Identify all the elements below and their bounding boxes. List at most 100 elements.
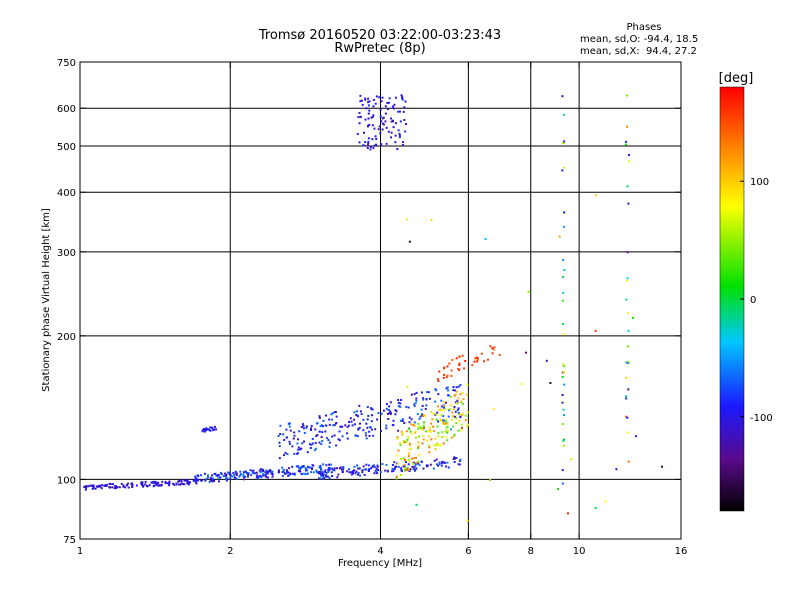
data-point [353,465,356,468]
data-point [281,466,284,469]
data-point [118,486,121,489]
data-point [377,469,380,471]
data-point [459,393,462,396]
data-point [227,471,230,474]
data-point [339,425,342,428]
data-point [217,477,220,480]
data-point [336,476,339,479]
data-point [626,251,629,254]
data-point [394,134,397,137]
data-point [459,458,462,461]
data-point [363,144,366,147]
data-point [286,453,289,456]
data-point [461,354,464,357]
data-point [122,485,125,488]
data-point [168,484,171,487]
data-point [173,483,176,486]
data-point [367,144,369,147]
data-point [175,483,178,486]
data-point [367,101,370,104]
data-point [420,408,423,411]
data-point [450,436,453,439]
data-point [284,451,287,454]
data-point [203,428,206,431]
data-point [410,423,413,426]
data-point [426,464,429,467]
data-point [397,429,400,432]
data-point [428,426,431,429]
data-point [186,479,189,482]
data-point [354,423,356,426]
data-point [372,464,375,467]
data-point [393,461,396,464]
data-point [317,471,320,473]
data-point [374,428,377,431]
data-point [434,413,437,416]
data-point [625,397,628,400]
data-point [418,453,421,456]
data-point [100,487,103,490]
data-point [317,477,320,480]
data-point [388,405,391,408]
data-point [446,374,449,377]
data-point [563,166,566,169]
data-point [322,419,325,422]
data-point [385,142,388,145]
data-point [415,456,417,459]
data-point [414,468,417,471]
data-point [414,431,416,434]
data-point [328,463,331,466]
data-point [298,430,301,433]
data-point [399,402,402,405]
data-point [359,422,361,425]
colorbar-label: [deg] [719,71,754,86]
data-point [401,98,404,101]
data-points [83,94,663,522]
data-point [357,471,360,474]
data-point [604,500,607,503]
data-point [399,444,402,446]
data-point [450,369,453,372]
data-point [284,472,287,475]
data-point [168,481,171,484]
data-point [445,387,448,390]
x-tick-label-8: 8 [528,546,534,557]
data-point [380,100,383,103]
y-tick-label-75: 75 [63,535,76,546]
data-point [337,473,340,476]
data-point [291,465,294,468]
data-point [250,474,253,477]
data-point [278,470,280,473]
data-point [476,356,478,359]
data-point [397,449,400,452]
data-point [372,114,375,117]
data-point [408,416,411,419]
data-point [346,426,349,428]
data-point [330,413,333,416]
data-point [311,464,314,467]
data-point [247,473,250,476]
data-point [371,116,374,118]
data-point [392,126,395,129]
data-point [211,426,214,429]
data-point [397,401,400,404]
data-point [627,329,630,332]
data-point [561,482,564,485]
data-point [394,409,397,412]
data-point [434,388,437,391]
data-point [141,483,143,486]
data-point [561,376,564,378]
y-tick-label-100: 100 [57,475,76,486]
data-point [452,415,454,418]
data-point [413,403,416,406]
data-point [332,424,335,427]
data-point [388,412,391,414]
data-point [375,138,378,140]
data-point [244,475,247,478]
data-point [393,103,396,106]
data-point [371,408,374,411]
data-point [407,436,410,439]
data-point [279,433,282,435]
data-point [319,477,322,480]
data-point [453,408,456,411]
